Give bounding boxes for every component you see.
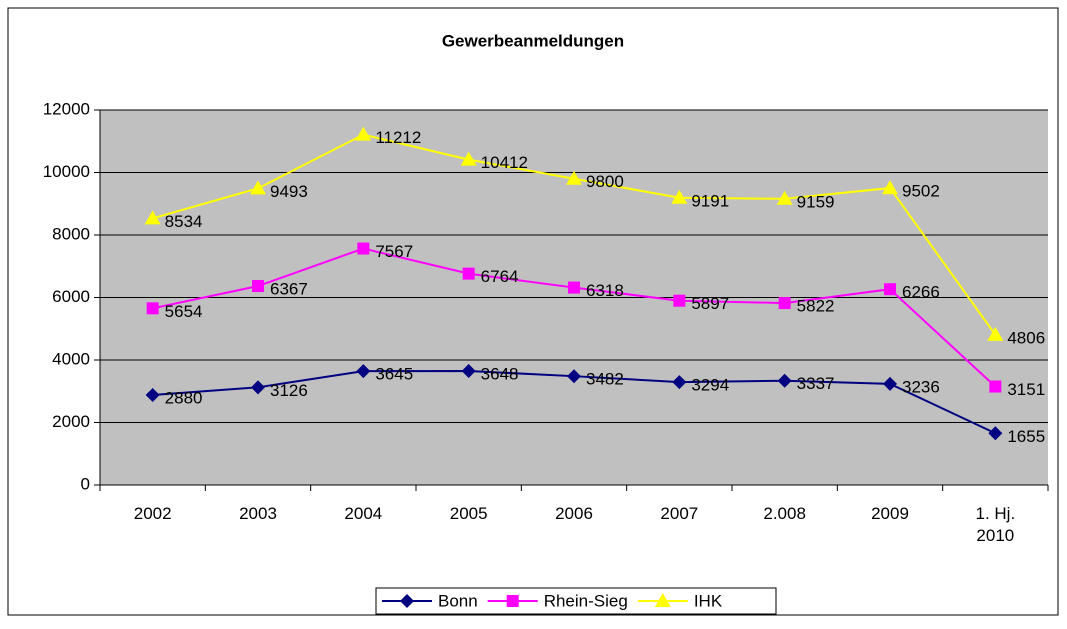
data-label: 3126 bbox=[270, 381, 308, 400]
x-tick-label: 2004 bbox=[344, 504, 383, 523]
x-tick-label: 2009 bbox=[871, 504, 909, 523]
x-tick-label: 2003 bbox=[239, 504, 277, 523]
data-label: 9159 bbox=[797, 192, 835, 211]
data-label: 1655 bbox=[1007, 427, 1045, 446]
legend-label: Rhein-Sieg bbox=[544, 591, 628, 610]
x-tick-label: 1. Hj. 2010 bbox=[975, 504, 1016, 545]
data-label: 3151 bbox=[1007, 380, 1045, 399]
data-label: 3337 bbox=[797, 374, 835, 393]
x-tick-label: 2005 bbox=[449, 504, 488, 523]
data-label: 5654 bbox=[165, 302, 203, 321]
marker bbox=[567, 369, 581, 384]
marker bbox=[987, 326, 1004, 341]
data-label: 3482 bbox=[586, 370, 624, 389]
data-label: 11212 bbox=[375, 128, 421, 147]
data-label: 8534 bbox=[165, 212, 203, 231]
x-tick-label: 2.008 bbox=[763, 504, 806, 523]
data-label: 9800 bbox=[586, 172, 624, 191]
data-label: 2880 bbox=[165, 388, 203, 407]
chart-title: Gewerbeanmeldungen bbox=[442, 31, 624, 50]
marker bbox=[671, 189, 688, 204]
x-tick-label-box: 2002 bbox=[133, 504, 172, 523]
x-tick-label-box: 2003 bbox=[239, 504, 277, 523]
x-tick-label: 2007 bbox=[660, 504, 699, 523]
data-label: 3645 bbox=[375, 365, 413, 384]
data-label: 7567 bbox=[375, 242, 413, 261]
data-label: 10412 bbox=[481, 153, 528, 172]
marker bbox=[252, 280, 264, 293]
legend-box bbox=[375, 587, 777, 615]
data-label: 3648 bbox=[481, 364, 519, 383]
data-label: 6266 bbox=[902, 283, 940, 302]
legend-label: IHK bbox=[694, 591, 723, 610]
legend-label: Bonn bbox=[438, 591, 478, 610]
marker bbox=[884, 283, 896, 296]
data-label: 6367 bbox=[270, 280, 308, 299]
y-tick-label: 4000 bbox=[52, 349, 90, 368]
marker bbox=[250, 180, 266, 195]
data-label: 3236 bbox=[902, 377, 940, 396]
x-tick-label: 2006 bbox=[555, 504, 593, 523]
y-tick-label: 8000 bbox=[52, 224, 90, 243]
x-tick-label-box: 2.008 bbox=[763, 504, 806, 523]
marker bbox=[777, 373, 792, 388]
marker bbox=[568, 281, 580, 294]
x-tick-label-box: 2007 bbox=[660, 504, 699, 523]
marker bbox=[357, 242, 370, 255]
data-label: 9502 bbox=[902, 182, 940, 201]
marker bbox=[882, 180, 898, 195]
x-tick-label-box: 2006 bbox=[555, 504, 593, 523]
marker bbox=[355, 126, 372, 141]
marker bbox=[778, 297, 791, 310]
marker bbox=[145, 388, 160, 402]
marker bbox=[462, 267, 475, 280]
data-label: 5822 bbox=[797, 297, 835, 316]
data-label: 9493 bbox=[270, 182, 308, 201]
marker bbox=[460, 151, 477, 166]
legend-marker bbox=[400, 594, 414, 608]
marker bbox=[672, 375, 687, 390]
y-tick-label: 12000 bbox=[43, 99, 90, 118]
y-tick-label: 6000 bbox=[52, 287, 90, 306]
y-tick-label: 0 bbox=[81, 474, 90, 493]
data-label: 6764 bbox=[481, 267, 519, 286]
legend-marker bbox=[654, 593, 671, 607]
x-tick-label-box: 2004 bbox=[344, 504, 383, 523]
marker bbox=[673, 294, 686, 307]
data-label: 9191 bbox=[691, 191, 729, 210]
data-label: 6318 bbox=[586, 281, 624, 300]
x-tick-label: 2002 bbox=[133, 504, 172, 523]
x-tick-label-box: 2005 bbox=[449, 504, 488, 523]
x-tick-label-box: 2009 bbox=[871, 504, 909, 523]
marker bbox=[144, 210, 161, 225]
legend-marker bbox=[506, 595, 519, 607]
marker bbox=[251, 380, 265, 395]
data-label: 3294 bbox=[691, 376, 729, 395]
data-label: 5897 bbox=[691, 294, 729, 313]
y-tick-label: 10000 bbox=[43, 162, 90, 181]
marker bbox=[461, 364, 476, 378]
marker bbox=[146, 302, 159, 315]
y-tick-label: 2000 bbox=[52, 412, 90, 431]
marker bbox=[989, 380, 1002, 393]
marker bbox=[356, 364, 371, 379]
data-label: 4806 bbox=[1007, 328, 1045, 347]
marker bbox=[776, 190, 793, 205]
marker bbox=[566, 170, 582, 185]
x-tick-label-box: 1. Hj. 2010 bbox=[975, 504, 1016, 545]
marker bbox=[988, 426, 1003, 441]
marker bbox=[883, 376, 897, 391]
